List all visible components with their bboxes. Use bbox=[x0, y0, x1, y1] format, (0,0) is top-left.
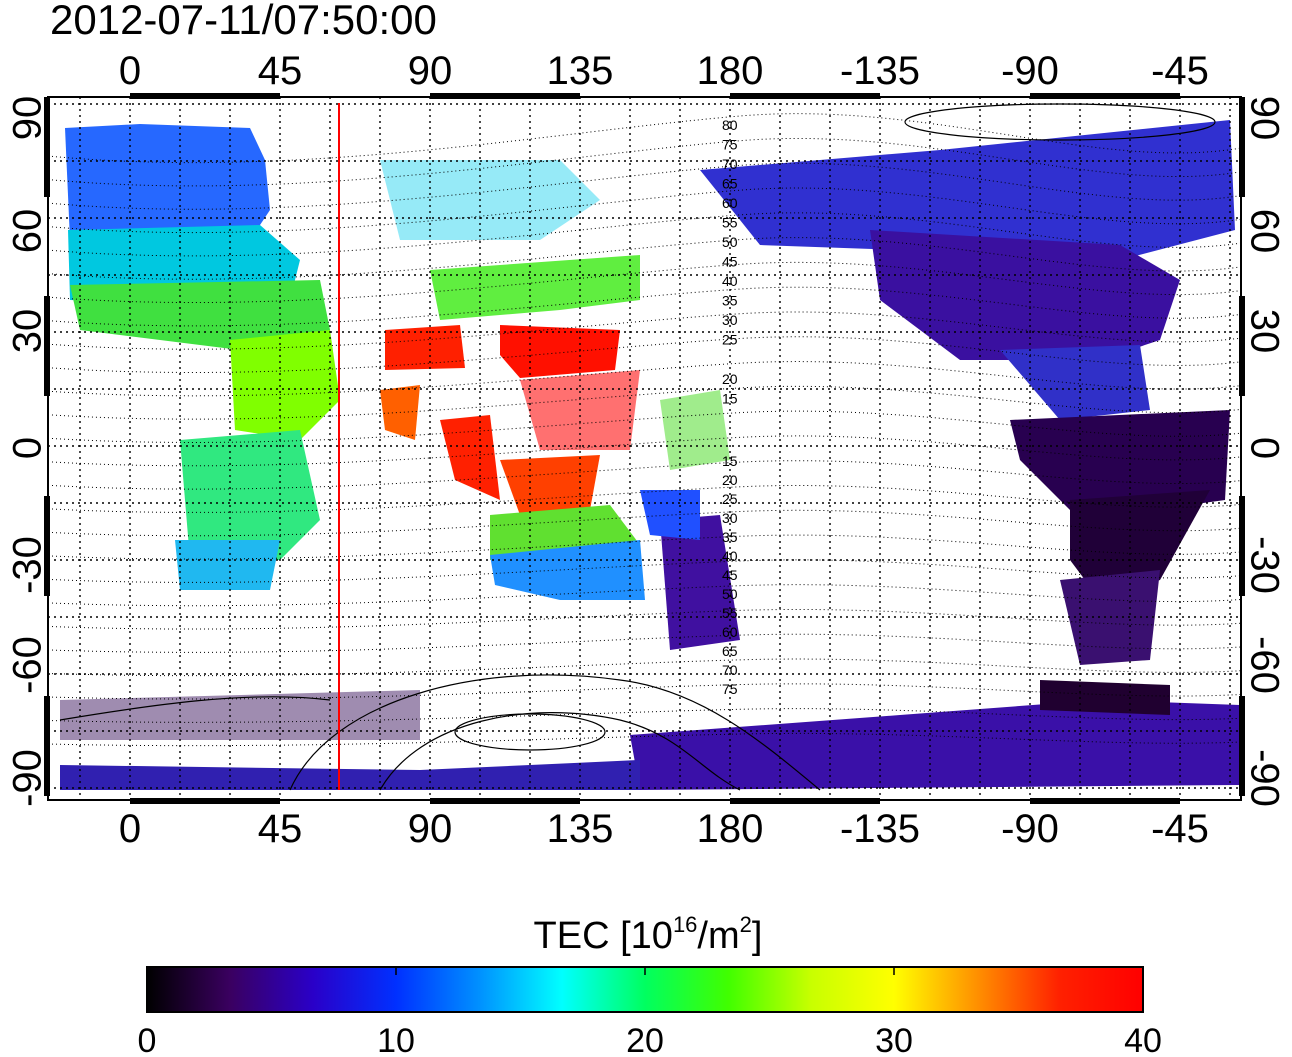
lat-tick-right: 30 bbox=[1242, 309, 1286, 354]
frame-tick-bars bbox=[44, 93, 1245, 804]
lon-tick-top: 90 bbox=[408, 49, 453, 93]
map-frame bbox=[47, 96, 1242, 801]
tec-region-sumatra bbox=[440, 415, 500, 500]
lon-tick-bottom: 180 bbox=[697, 807, 764, 851]
lon-tick-top: 0 bbox=[119, 49, 141, 93]
tec-region-europe-north bbox=[65, 124, 270, 250]
contour-label: 70 bbox=[722, 662, 738, 678]
tec-region-africa-north bbox=[230, 330, 340, 440]
tec-region-indonesia bbox=[500, 455, 600, 515]
lat-tick-right: 60 bbox=[1242, 209, 1286, 254]
tec-region-antarctic-band-east bbox=[630, 700, 1240, 790]
lon-tick-bottom: -45 bbox=[1151, 807, 1209, 851]
colorbar-tick-label: 20 bbox=[626, 1022, 664, 1057]
lon-tick-bottom: 0 bbox=[119, 807, 141, 851]
lat-tick-left: -60 bbox=[6, 636, 50, 694]
contour-label: 75 bbox=[722, 137, 738, 153]
lat-ticks-left: 90 60 30 0 -30 -60 -90 bbox=[6, 96, 50, 807]
tec-region-north-america bbox=[870, 230, 1180, 360]
colorbar-tick-label: 0 bbox=[138, 1022, 157, 1057]
lon-tick-bottom: -135 bbox=[840, 807, 920, 851]
lat-tick-right: -60 bbox=[1242, 636, 1286, 694]
lat-ticks-right: 90 60 30 0 -30 -60 -90 bbox=[1242, 96, 1286, 807]
lon-ticks-bottom: 0 45 90 135 180 -135 -90 -45 bbox=[119, 807, 1209, 851]
tec-region-africa-south bbox=[175, 540, 280, 590]
lon-tick-top: -45 bbox=[1151, 49, 1209, 93]
solid-contours bbox=[59, 103, 1216, 791]
tec-region-china-red bbox=[500, 325, 620, 378]
tec-region-central-america bbox=[1000, 345, 1150, 420]
colorbar-tick-label: 10 bbox=[377, 1022, 415, 1057]
graticule bbox=[48, 97, 1241, 800]
contour-label: 55 bbox=[722, 215, 738, 231]
tec-region-north-america-north bbox=[700, 120, 1235, 260]
contour-label: 45 bbox=[722, 567, 738, 583]
lat-tick-left: 0 bbox=[6, 437, 50, 459]
tec-region-south-america-mid bbox=[1070, 490, 1210, 600]
tec-region-africa-central bbox=[180, 430, 320, 560]
contour-label: 75 bbox=[722, 681, 738, 697]
contour-label: 70 bbox=[722, 156, 738, 172]
tec-region-asia-east bbox=[430, 255, 640, 320]
tec-region-antarctic-dark bbox=[1040, 680, 1170, 715]
lon-tick-top: -135 bbox=[840, 49, 920, 93]
contour-label: 60 bbox=[722, 624, 738, 640]
contour-label: 35 bbox=[722, 529, 738, 545]
map-title: 2012-07-11/07:50:00 bbox=[50, 0, 437, 43]
contour-label: 40 bbox=[722, 273, 738, 289]
tec-region-india-red bbox=[385, 325, 465, 370]
contour-label: 50 bbox=[722, 586, 738, 602]
tec-region-australia-south bbox=[490, 540, 645, 600]
tec-region-antarctic-band-west bbox=[60, 760, 640, 790]
contour-label: 15 bbox=[722, 453, 738, 469]
lat-tick-left: 30 bbox=[6, 309, 50, 354]
lon-tick-top: 135 bbox=[547, 49, 614, 93]
contour-label: 65 bbox=[722, 643, 738, 659]
lat-tick-right: -30 bbox=[1242, 536, 1286, 594]
contour-label: 30 bbox=[722, 510, 738, 526]
tec-region-asia-north-dots bbox=[380, 160, 600, 240]
lon-tick-top: 180 bbox=[697, 49, 764, 93]
geomagnetic-contours bbox=[48, 113, 1241, 747]
contour-label: 20 bbox=[722, 371, 738, 387]
contour-label: 50 bbox=[722, 234, 738, 250]
contour-label: 80 bbox=[722, 117, 738, 133]
lon-tick-bottom: 45 bbox=[258, 807, 303, 851]
lon-ticks-top: 0 45 90 135 180 -135 -90 -45 bbox=[119, 49, 1209, 93]
lat-tick-right: 90 bbox=[1242, 96, 1286, 141]
colorbar-label: TEC [1016/m2] bbox=[534, 912, 763, 957]
lat-tick-left: -90 bbox=[6, 749, 50, 807]
contour-label: 25 bbox=[722, 491, 738, 507]
lon-tick-bottom: -90 bbox=[1001, 807, 1059, 851]
lat-tick-left: -30 bbox=[6, 536, 50, 594]
lon-tick-top: 45 bbox=[258, 49, 303, 93]
colorbar-tick-label: 30 bbox=[875, 1022, 913, 1057]
contour-label: 25 bbox=[722, 332, 738, 348]
lon-tick-bottom: 135 bbox=[547, 807, 614, 851]
contour-label: 40 bbox=[722, 548, 738, 564]
lat-tick-right: -90 bbox=[1242, 749, 1286, 807]
colorbar-ticks: 0 10 20 30 40 bbox=[138, 967, 1162, 1057]
colorbar-tick-label: 40 bbox=[1124, 1022, 1162, 1057]
contour-label: 35 bbox=[722, 293, 738, 309]
contour-label: 65 bbox=[722, 176, 738, 192]
contour-label: 20 bbox=[722, 472, 738, 488]
lat-tick-left: 90 bbox=[6, 96, 50, 141]
contour-label: 55 bbox=[722, 605, 738, 621]
contour-label: 45 bbox=[722, 254, 738, 270]
tec-region-pacific-green bbox=[660, 390, 730, 470]
contour-label: 30 bbox=[722, 312, 738, 328]
lon-tick-bottom: 90 bbox=[408, 807, 453, 851]
lat-tick-left: 60 bbox=[6, 209, 50, 254]
contour-label: 60 bbox=[722, 195, 738, 211]
lat-tick-right: 0 bbox=[1242, 437, 1286, 459]
contour-label: 15 bbox=[722, 391, 738, 407]
lon-tick-top: -90 bbox=[1001, 49, 1059, 93]
contour-label-group: 80 75 70 65 60 55 50 45 40 35 30 25 20 15 15 20 25 30 35 40… bbox=[722, 117, 738, 697]
